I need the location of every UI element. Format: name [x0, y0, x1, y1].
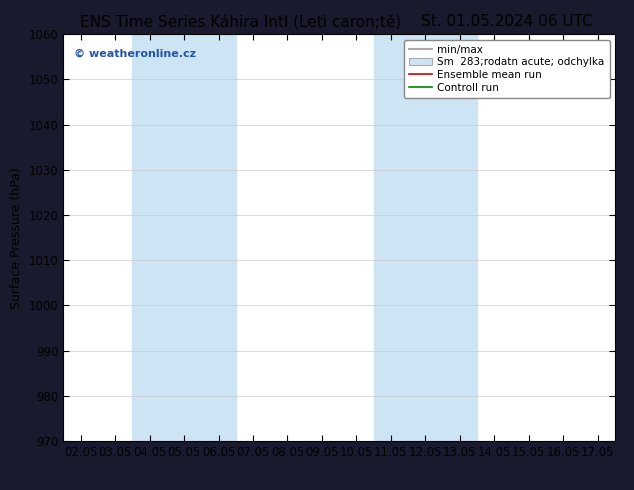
Y-axis label: Surface Pressure (hPa): Surface Pressure (hPa) [10, 167, 23, 309]
Bar [133, 34, 236, 441]
Text: ENS Time Series Káhira Intl (Leti caron;tě): ENS Time Series Káhira Intl (Leti caron;… [81, 14, 401, 29]
Text: St. 01.05.2024 06 UTC: St. 01.05.2024 06 UTC [422, 14, 593, 29]
Text: © weatheronline.cz: © weatheronline.cz [74, 49, 197, 58]
Legend: min/max, Sm  283;rodatn acute; odchylka, Ensemble mean run, Controll run: min/max, Sm 283;rodatn acute; odchylka, … [404, 40, 610, 98]
Bar [373, 34, 477, 441]
